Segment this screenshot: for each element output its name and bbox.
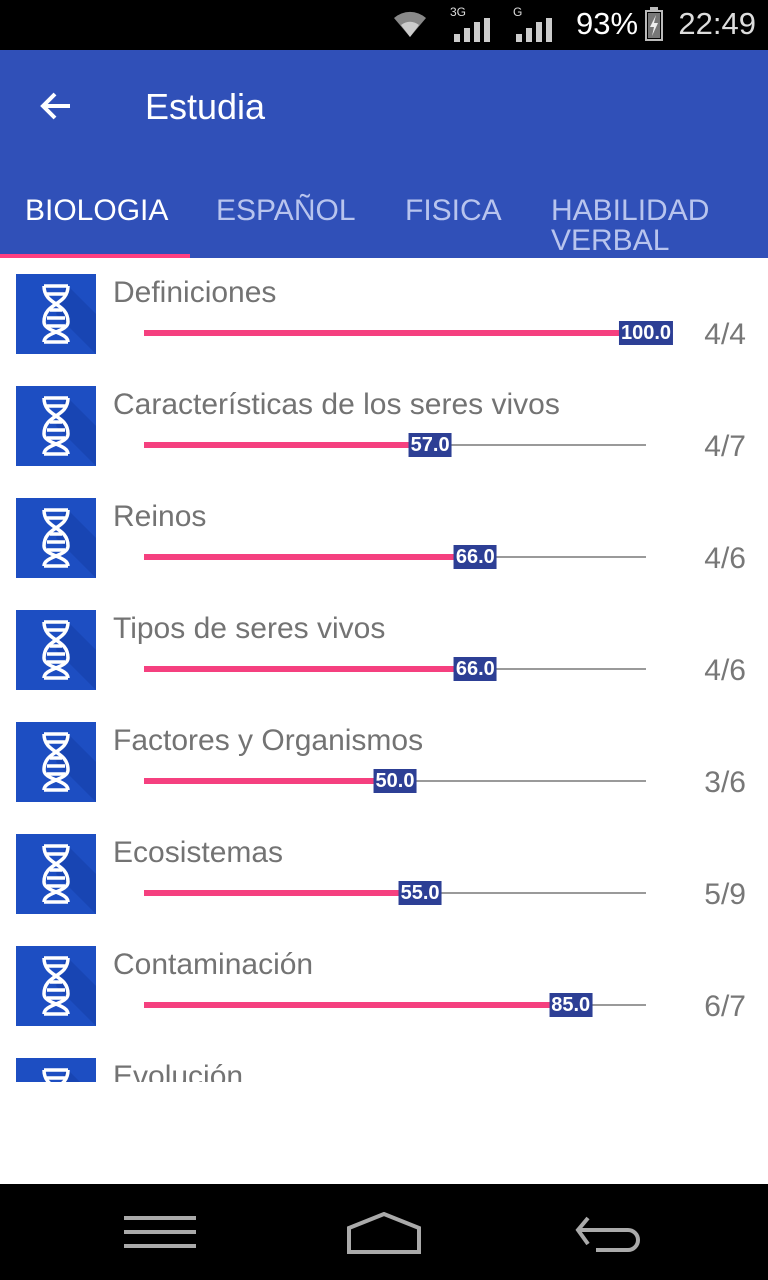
- item-count: 6/7: [704, 990, 746, 1023]
- tab-habilidad-verbal[interactable]: HABILIDAD VERBAL: [551, 194, 710, 257]
- tab-fisica[interactable]: FISICA: [405, 194, 502, 227]
- signal-icon: [516, 18, 552, 42]
- dna-icon: [16, 722, 96, 802]
- battery-percent: 93%: [576, 6, 639, 41]
- item-count: 4/6: [704, 542, 746, 575]
- dna-icon: [16, 834, 96, 914]
- item-title: Reinos: [113, 500, 207, 533]
- dna-icon: [16, 946, 96, 1026]
- page-title: Estudia: [145, 86, 266, 127]
- progress-label: 55.0: [398, 881, 442, 905]
- signal-icon: [454, 18, 490, 42]
- item-title: Ecosistemas: [113, 836, 284, 869]
- progress-fill: [144, 554, 476, 560]
- list-item[interactable]: Ecosistemas 55.0 5/9: [0, 818, 768, 930]
- clock: 22:49: [678, 6, 756, 41]
- network-type-1: 3G: [450, 5, 467, 19]
- list-item[interactable]: Evolución: [0, 1042, 768, 1082]
- item-title: Definiciones: [113, 276, 277, 309]
- progress-label: 66.0: [453, 545, 497, 569]
- list-item[interactable]: Tipos de seres vivos 66.0 4/6: [0, 594, 768, 706]
- item-title: Factores y Organismos: [113, 724, 424, 757]
- list-item[interactable]: Factores y Organismos 50.0 3/6: [0, 706, 768, 818]
- item-count: 3/6: [704, 766, 746, 799]
- progress-fill: [144, 330, 646, 336]
- progress-label: 66.0: [453, 657, 497, 681]
- progress-fill: [144, 1002, 571, 1008]
- dna-icon: [16, 1058, 96, 1082]
- arrow-back-icon[interactable]: [36, 86, 76, 126]
- dna-icon: [16, 610, 96, 690]
- dna-icon: [16, 386, 96, 466]
- item-count: 4/7: [704, 430, 746, 463]
- list-item[interactable]: Reinos 66.0 4/6: [0, 482, 768, 594]
- item-count: 4/4: [704, 318, 746, 351]
- item-title: Evolución: [113, 1060, 244, 1082]
- home-icon[interactable]: [346, 1212, 422, 1254]
- progress-fill: [144, 778, 395, 784]
- tab-biologia[interactable]: BIOLOGIA: [25, 194, 169, 227]
- progress-label: 50.0: [373, 769, 417, 793]
- wifi-icon: [394, 11, 426, 37]
- back-icon[interactable]: [574, 1214, 644, 1254]
- item-count: 5/9: [704, 878, 746, 911]
- progress-fill: [144, 890, 421, 896]
- navigation-bar: [0, 1184, 768, 1280]
- list-item[interactable]: Contaminación 85.0 6/7: [0, 930, 768, 1042]
- progress-label: 100.0: [618, 321, 674, 345]
- dna-icon: [16, 274, 96, 354]
- progress-label: 57.0: [408, 433, 452, 457]
- topic-list[interactable]: Definiciones 100.0 4/4 Características de l…: [0, 258, 768, 1082]
- item-count: 4/6: [704, 654, 746, 687]
- progress-fill: [144, 442, 431, 448]
- dna-icon: [16, 498, 96, 578]
- list-item[interactable]: Características de los seres vivos 57.0 4/…: [0, 370, 768, 482]
- battery-charging-icon: [645, 7, 663, 41]
- tab-indicator: [0, 254, 190, 258]
- status-bar: 3G G 93% 22:49: [0, 0, 768, 50]
- item-title: Tipos de seres vivos: [113, 612, 386, 645]
- app-bar: Estudia BIOLOGIA ESPAÑOL FISICA HABILIDA…: [0, 50, 768, 258]
- item-title: Características de los seres vivos: [113, 388, 560, 421]
- network-type-2: G: [513, 5, 523, 19]
- menu-icon[interactable]: [124, 1214, 196, 1250]
- list-item[interactable]: Definiciones 100.0 4/4: [0, 258, 768, 370]
- progress-label: 85.0: [549, 993, 593, 1017]
- tab-espanol[interactable]: ESPAÑOL: [216, 194, 356, 227]
- item-title: Contaminación: [113, 948, 314, 981]
- progress-fill: [144, 666, 476, 672]
